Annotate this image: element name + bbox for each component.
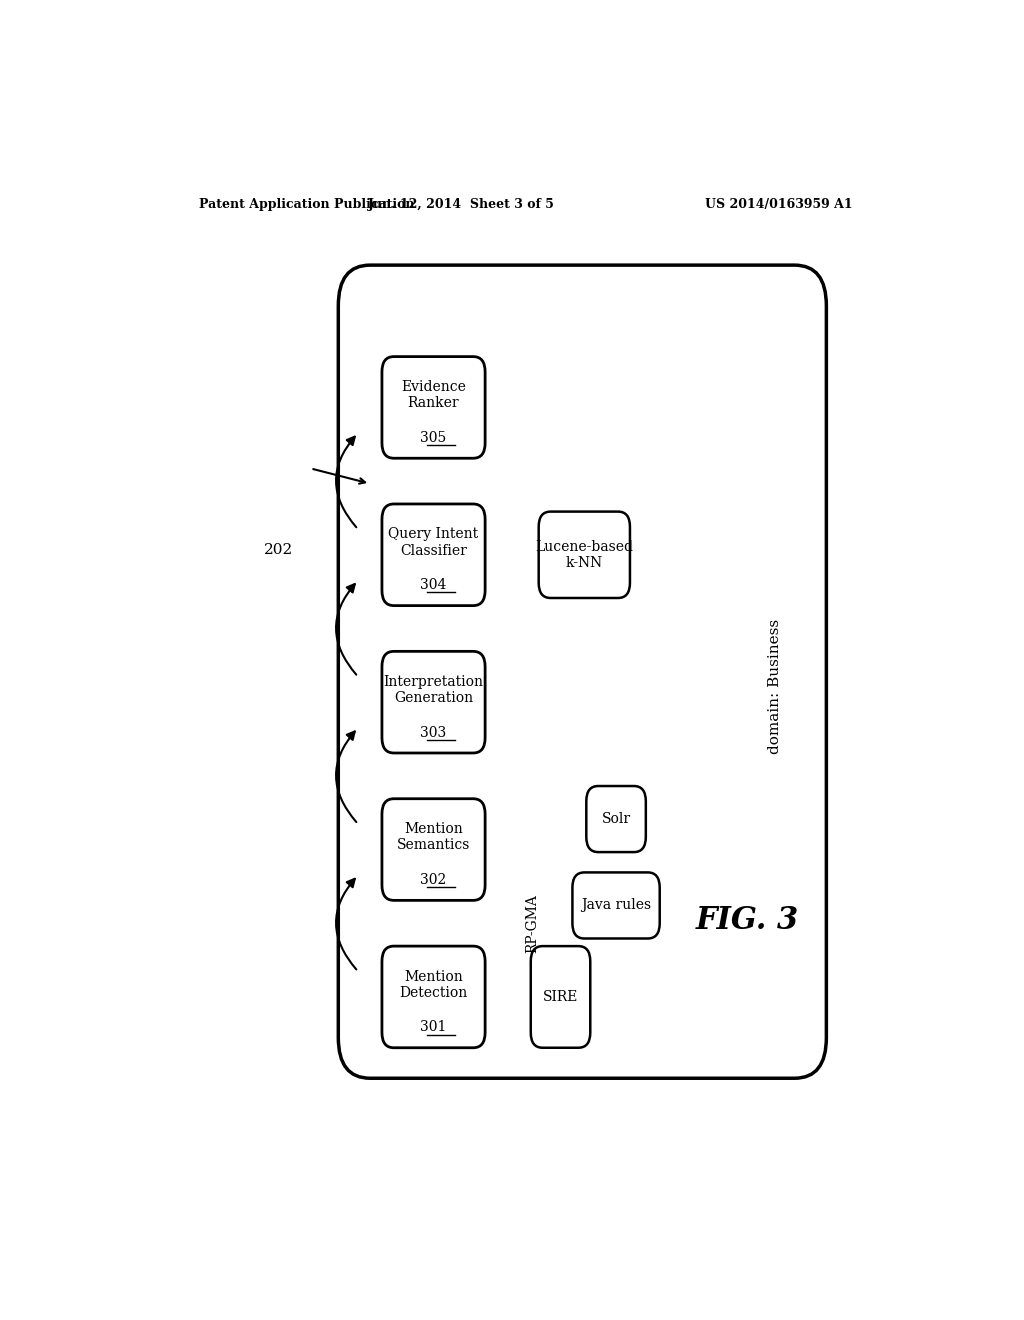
FancyBboxPatch shape	[539, 512, 630, 598]
Text: 301: 301	[420, 1020, 446, 1035]
FancyBboxPatch shape	[587, 785, 646, 853]
Text: Query Intent
Classifier: Query Intent Classifier	[388, 528, 478, 557]
Text: Interpretation
Generation: Interpretation Generation	[384, 675, 483, 705]
FancyBboxPatch shape	[382, 504, 485, 606]
FancyArrowPatch shape	[336, 437, 356, 527]
Text: Java rules: Java rules	[581, 899, 651, 912]
Text: 202: 202	[264, 543, 294, 557]
FancyArrowPatch shape	[336, 731, 356, 822]
Text: RP-GMA: RP-GMA	[525, 894, 540, 953]
FancyArrowPatch shape	[336, 583, 356, 675]
Text: 305: 305	[421, 430, 446, 445]
Text: domain: Business: domain: Business	[768, 619, 781, 755]
FancyBboxPatch shape	[382, 799, 485, 900]
FancyBboxPatch shape	[382, 946, 485, 1048]
Text: Lucene-based
k-NN: Lucene-based k-NN	[536, 540, 633, 570]
Text: Mention
Semantics: Mention Semantics	[397, 822, 470, 853]
Text: FIG. 3: FIG. 3	[695, 906, 799, 936]
FancyArrowPatch shape	[336, 879, 356, 969]
FancyBboxPatch shape	[572, 873, 659, 939]
Text: 304: 304	[420, 578, 446, 593]
Text: Mention
Detection: Mention Detection	[399, 970, 468, 999]
Text: Solr: Solr	[601, 812, 631, 826]
Text: Patent Application Publication: Patent Application Publication	[200, 198, 415, 211]
FancyBboxPatch shape	[382, 651, 485, 752]
Text: 302: 302	[421, 873, 446, 887]
Text: US 2014/0163959 A1: US 2014/0163959 A1	[705, 198, 853, 211]
Text: Evidence
Ranker: Evidence Ranker	[401, 380, 466, 411]
FancyBboxPatch shape	[530, 946, 590, 1048]
FancyBboxPatch shape	[382, 356, 485, 458]
FancyBboxPatch shape	[338, 265, 826, 1078]
Text: Jun. 12, 2014  Sheet 3 of 5: Jun. 12, 2014 Sheet 3 of 5	[368, 198, 555, 211]
Text: 303: 303	[421, 726, 446, 739]
Text: SIRE: SIRE	[543, 990, 579, 1005]
